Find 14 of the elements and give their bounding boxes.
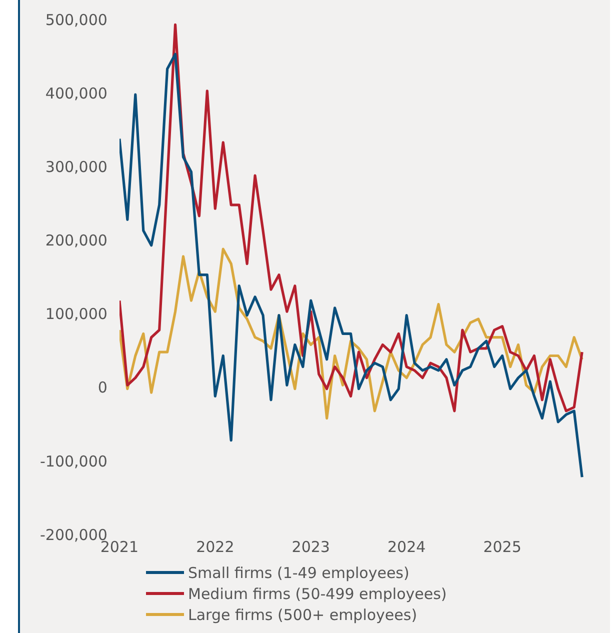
legend-label: Medium firms (50-499 employees) [188,584,447,602]
y-tick-label: 100,000 [45,305,108,324]
y-tick-label: 0 [98,378,108,397]
x-tick-label: 2025 [483,538,522,556]
legend-label: Small firms (1-49 employees) [188,564,410,582]
y-tick-label: 300,000 [45,158,108,176]
x-tick-label: 2024 [387,538,426,556]
y-tick-label: -100,000 [40,452,108,470]
y-tick-label: 400,000 [45,84,108,102]
legend-label: Large firms (500+ employees) [188,606,418,624]
x-tick-label: 2022 [196,538,234,556]
x-tick-label: 2023 [292,538,330,556]
y-tick-label: 200,000 [45,232,108,250]
y-tick-label: 500,000 [45,10,108,29]
